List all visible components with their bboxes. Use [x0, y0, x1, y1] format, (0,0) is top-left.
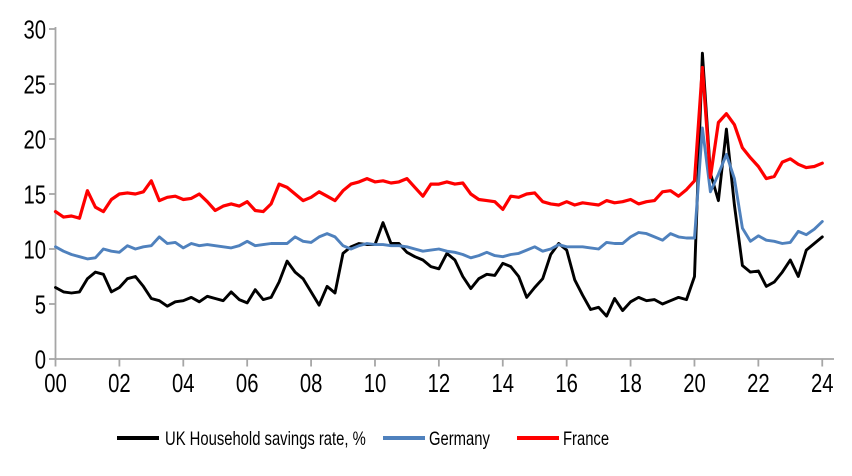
x-tick-label: 24	[811, 369, 834, 398]
y-tick-label: 5	[35, 290, 46, 319]
x-tick-label: 22	[747, 369, 770, 398]
y-tick-label: 15	[23, 180, 46, 209]
x-tick-label: 00	[44, 369, 67, 398]
y-tick-label: 10	[23, 235, 46, 264]
y-tick-label: 20	[23, 125, 46, 154]
series-line-uk-household-savings-rate	[54, 51, 824, 318]
series-line-germany	[54, 126, 824, 261]
legend-label-germany: Germany	[429, 428, 490, 449]
series-line-france	[53, 65, 824, 220]
legend-label-uk-household-savings-rate: UK Household savings rate, %	[165, 428, 366, 449]
x-tick-label: 18	[619, 369, 642, 398]
y-tick-label: 0	[35, 345, 46, 374]
x-tick-label: 02	[108, 369, 131, 398]
y-tick-label: 25	[23, 70, 46, 99]
x-tick-label: 16	[555, 369, 578, 398]
legend-label-france: France	[563, 428, 609, 449]
x-tick-label: 14	[491, 369, 514, 398]
y-tick-label: 30	[23, 15, 46, 44]
x-tick-label: 10	[364, 369, 387, 398]
x-tick-label: 04	[172, 369, 195, 398]
x-tick-label: 06	[236, 369, 259, 398]
x-tick-label: 20	[683, 369, 706, 398]
x-tick-label: 08	[300, 369, 323, 398]
x-tick-label: 12	[428, 369, 451, 398]
